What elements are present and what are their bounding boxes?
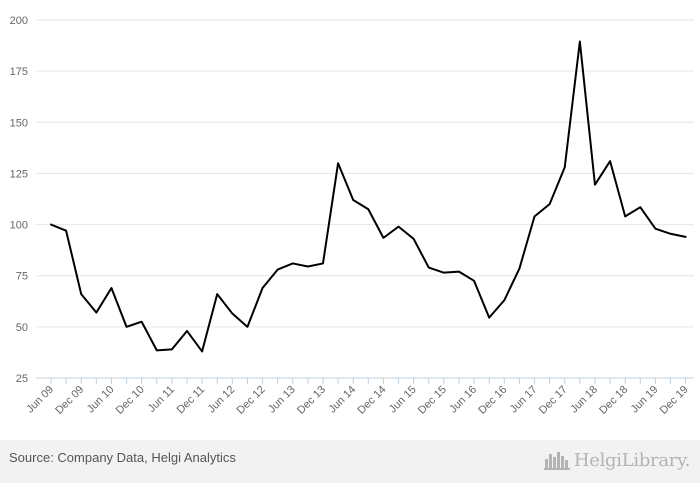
x-tick-label: Dec 11 (175, 384, 208, 417)
y-tick-label: 125 (10, 168, 28, 180)
series-layer (50, 40, 687, 353)
x-tick-label: Jun 15 (387, 384, 419, 416)
chart-footer: Source: Company Data, Helgi Analytics He… (0, 440, 700, 483)
y-tick-label: 25 (16, 373, 28, 385)
x-tick-label: Dec 09 (53, 384, 86, 417)
source-note: Source: Company Data, Helgi Analytics (9, 450, 236, 465)
y-tick-label: 200 (10, 15, 28, 27)
x-tick-label: Dec 18 (597, 384, 630, 417)
x-tick-label: Jun 13 (266, 384, 298, 416)
x-tick-label: Dec 19 (658, 384, 691, 417)
x-tick-label: Dec 17 (537, 384, 570, 417)
x-tick-label: Jun 14 (326, 384, 358, 416)
x-tick-label: Jun 18 (568, 384, 600, 416)
y-tick-label: 100 (10, 220, 28, 232)
x-tick-label: Jun 12 (206, 384, 238, 416)
y-tick-label: 50 (16, 322, 28, 334)
y-axis: 25 50 75 100 125 150 175 200 (10, 15, 28, 385)
x-tick-label: Jun 17 (508, 384, 540, 416)
grid-lines (36, 19, 694, 328)
x-tick-label: Dec 13 (295, 384, 328, 417)
city-skyline-icon (543, 452, 570, 470)
x-tick-label: Jun 11 (146, 384, 177, 415)
y-tick-label: 150 (10, 117, 28, 129)
x-tick-label: Dec 10 (114, 384, 147, 417)
x-tick-label: Dec 15 (416, 384, 449, 417)
series-line (50, 40, 687, 353)
x-tick-label: Dec 12 (235, 384, 268, 417)
x-tick-label: Jun 16 (447, 384, 479, 416)
x-tick-label: Dec 16 (476, 384, 509, 417)
brand-logo[interactable]: HelgiLibrary. (543, 447, 690, 473)
x-tick-label: Jun 09 (24, 384, 56, 416)
y-tick-label: 75 (16, 271, 28, 283)
y-tick-label: 175 (10, 66, 28, 78)
brand-logo-text: HelgiLibrary. (573, 449, 690, 471)
x-tick-label: Dec 14 (355, 384, 388, 417)
x-tick-label: Jun 10 (85, 384, 117, 416)
x-tick-label: Jun 19 (629, 384, 661, 416)
